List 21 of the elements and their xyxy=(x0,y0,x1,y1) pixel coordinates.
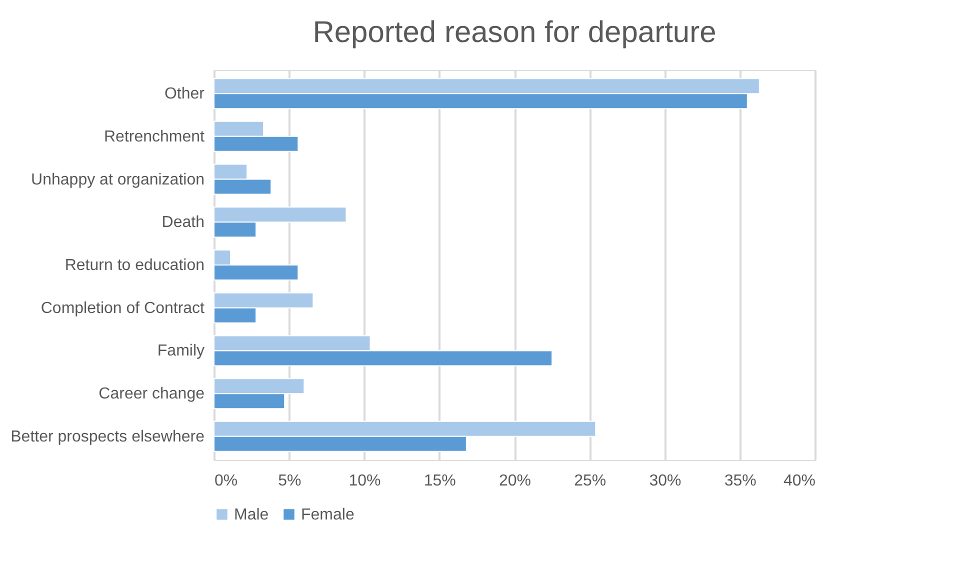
y-tick-label: Other xyxy=(164,86,206,103)
legend-label: Female xyxy=(301,506,354,524)
y-tick-label: Completion of Contract xyxy=(40,300,206,317)
chart-title: Reported reason for departure xyxy=(312,16,716,49)
x-tick-label: 40% xyxy=(783,472,816,490)
legend-label: Male xyxy=(234,506,269,524)
y-tick-label: Death xyxy=(162,214,204,232)
y-tick-label: Career change xyxy=(98,386,205,403)
x-tick-label: 25% xyxy=(574,472,606,490)
x-tick-label: 0% xyxy=(214,472,238,490)
y-tick-label: Unhappy at organization xyxy=(31,171,204,188)
x-tick-label: 30% xyxy=(649,472,682,490)
y-tick-label: Family xyxy=(157,342,204,360)
x-tick-label: 35% xyxy=(724,472,756,490)
x-tick-label: 10% xyxy=(348,472,381,490)
x-tick-label: 15% xyxy=(424,472,456,490)
x-tick-label: 5% xyxy=(278,472,302,490)
y-tick-label: Retrenchment xyxy=(104,128,206,146)
y-tick-label: Return to education xyxy=(64,257,204,274)
x-tick-label: 20% xyxy=(498,472,532,490)
y-tick-label: Better prospects elsewhere xyxy=(10,428,205,446)
